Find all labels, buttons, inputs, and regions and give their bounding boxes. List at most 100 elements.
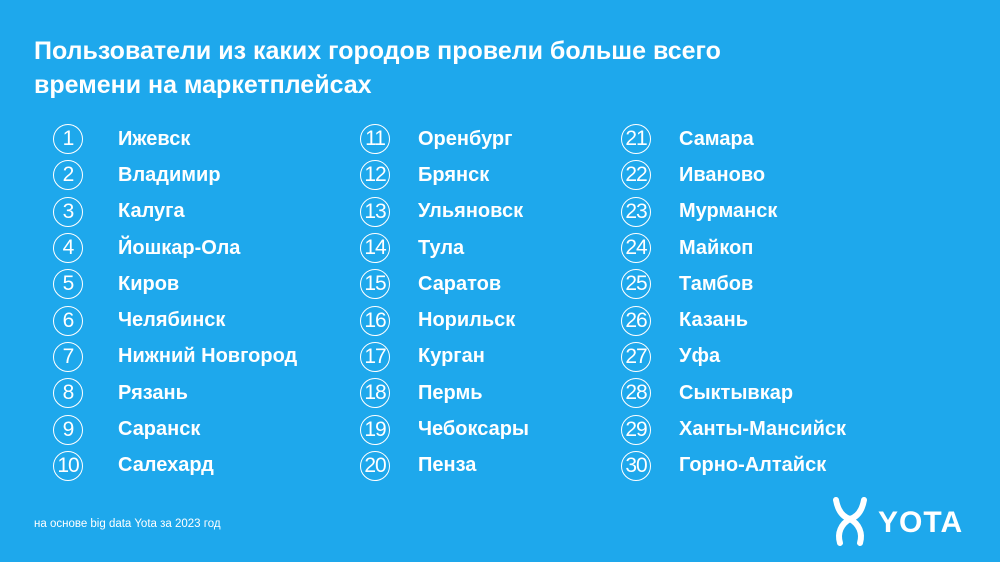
title-line-1: Пользователи из каких городов провели бо… <box>34 37 721 65</box>
yota-logo-icon <box>833 497 867 546</box>
rank-number: 22 <box>621 160 651 191</box>
rank-number: 21 <box>621 124 651 155</box>
city-name: Уфа <box>679 345 721 368</box>
rank-number: 27 <box>621 341 651 372</box>
ranking-column-1: 1 Ижевск 2 Владимир 3 Калуга 4 Йошкар-Ола 5 К… <box>53 121 297 484</box>
ranking-item: 16 Норильск <box>360 302 529 338</box>
page-title: Пользователи из каких городов провели бо… <box>34 34 854 102</box>
city-name: Брянск <box>418 163 490 186</box>
ranking-item: 6 Челябинск <box>53 302 297 338</box>
city-name: Тула <box>418 236 465 259</box>
rank-number: 1 <box>53 124 83 155</box>
city-name: Нижний Новгород <box>118 345 298 368</box>
ranking-item: 21 Самара <box>621 121 846 157</box>
city-name: Сыктывкар <box>679 381 794 404</box>
ranking-item: 25 Тамбов <box>621 266 846 302</box>
city-name: Киров <box>118 272 180 295</box>
rank-number: 25 <box>621 269 651 300</box>
ranking-item: 24 Майкоп <box>621 230 846 266</box>
city-name: Ульяновск <box>418 200 524 223</box>
rank-number: 11 <box>360 124 390 155</box>
city-name: Ханты-Мансийск <box>679 418 847 441</box>
city-name: Самара <box>679 127 754 150</box>
ranking-item: 17 Курган <box>360 339 529 375</box>
ranking-item: 11 Оренбург <box>360 121 529 157</box>
ranking-item: 27 Уфа <box>621 339 846 375</box>
ranking-item: 1 Ижевск <box>53 121 297 157</box>
rank-number: 20 <box>360 450 390 481</box>
city-name: Калуга <box>118 200 185 223</box>
rank-number: 4 <box>53 233 83 264</box>
rank-number: 7 <box>53 341 83 372</box>
rank-number: 17 <box>360 341 390 372</box>
rank-number: 14 <box>360 233 390 264</box>
city-name: Горно-Алтайск <box>679 454 827 477</box>
footnote: на основе big data Yota за 2023 год <box>34 518 221 530</box>
city-name: Пермь <box>418 381 483 404</box>
title-line-2: времени на маркетплейсах <box>34 71 372 99</box>
ranking-item: 29 Ханты-Мансийск <box>621 411 846 447</box>
rank-number: 3 <box>53 196 83 227</box>
ranking-column-2: 11 Оренбург 12 Брянск 13 Ульяновск 14 Тула 1… <box>360 121 529 484</box>
rank-number: 2 <box>53 160 83 191</box>
ranking-item: 10 Салехард <box>53 448 297 484</box>
rank-number: 10 <box>53 450 83 481</box>
rank-number: 30 <box>621 450 651 481</box>
rank-number: 9 <box>53 414 83 445</box>
yota-logo-text: YOTA <box>878 506 964 539</box>
rank-number: 15 <box>360 269 390 300</box>
ranking-item: 22 Иваново <box>621 157 846 193</box>
city-name: Рязань <box>118 381 188 404</box>
ranking-item: 18 Пермь <box>360 375 529 411</box>
ranking-item: 7 Нижний Новгород <box>53 339 297 375</box>
city-name: Норильск <box>418 309 516 332</box>
city-name: Пенза <box>418 454 477 477</box>
rank-number: 12 <box>360 160 390 191</box>
ranking-item: 3 Калуга <box>53 194 297 230</box>
city-name: Саранск <box>118 418 201 441</box>
rank-number: 23 <box>621 196 651 227</box>
ranking-item: 2 Владимир <box>53 157 297 193</box>
rank-number: 8 <box>53 378 83 409</box>
rank-number: 24 <box>621 233 651 264</box>
city-name: Челябинск <box>118 309 226 332</box>
ranking-item: 28 Сыктывкар <box>621 375 846 411</box>
city-name: Саратов <box>418 272 502 295</box>
city-name: Салехард <box>118 454 214 477</box>
city-name: Казань <box>679 309 748 332</box>
rank-number: 29 <box>621 414 651 445</box>
city-name: Чебоксары <box>418 418 530 441</box>
ranking-item: 20 Пенза <box>360 448 529 484</box>
ranking-item: 30 Горно-Алтайск <box>621 448 846 484</box>
ranking-item: 15 Саратов <box>360 266 529 302</box>
yota-logo: YOTA <box>832 497 963 549</box>
ranking-item: 5 Киров <box>53 266 297 302</box>
rank-number: 18 <box>360 378 390 409</box>
city-name: Владимир <box>118 163 221 186</box>
city-name: Курган <box>418 345 485 368</box>
rank-number: 28 <box>621 378 651 409</box>
ranking-item: 13 Ульяновск <box>360 194 529 230</box>
ranking-item: 23 Мурманск <box>621 194 846 230</box>
ranking-item: 14 Тула <box>360 230 529 266</box>
ranking-item: 19 Чебоксары <box>360 411 529 447</box>
ranking-item: 26 Казань <box>621 302 846 338</box>
rank-number: 26 <box>621 305 651 336</box>
rank-number: 19 <box>360 414 390 445</box>
city-name: Йошкар-Ола <box>118 236 241 259</box>
rank-number: 6 <box>53 305 83 336</box>
city-name: Иваново <box>679 163 766 186</box>
ranking-item: 4 Йошкар-Ола <box>53 230 297 266</box>
city-name: Тамбов <box>679 272 754 295</box>
ranking-item: 12 Брянск <box>360 157 529 193</box>
ranking-item: 8 Рязань <box>53 375 297 411</box>
rank-number: 13 <box>360 196 390 227</box>
city-name: Ижевск <box>118 127 191 150</box>
ranking-item: 9 Саранск <box>53 411 297 447</box>
city-name: Оренбург <box>418 127 513 150</box>
ranking-column-3: 21 Самара 22 Иваново 23 Мурманск 24 Майкоп 2… <box>621 121 846 484</box>
rank-number: 16 <box>360 305 390 336</box>
rank-number: 5 <box>53 269 83 300</box>
city-name: Майкоп <box>679 236 754 259</box>
